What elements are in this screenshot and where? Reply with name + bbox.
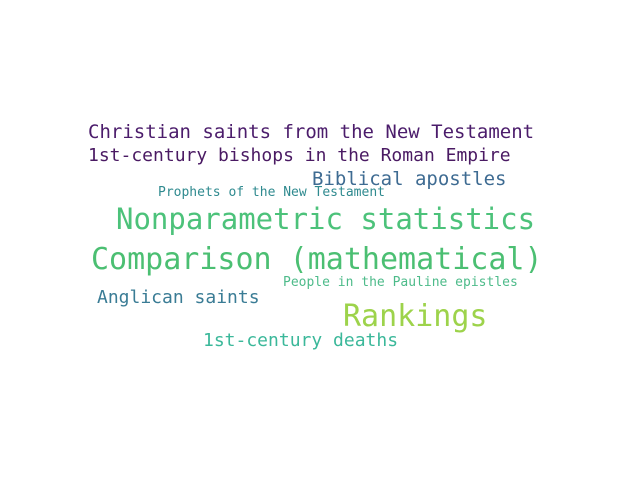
word-1st-century-bishops-roman-empire: 1st-century bishops in the Roman Empire — [88, 145, 511, 166]
word-people-pauline-epistles: People in the Pauline epistles — [283, 275, 518, 290]
word-christian-saints-new-testament: Christian saints from the New Testament — [88, 121, 535, 143]
word-nonparametric-statistics: Nonparametric statistics — [116, 202, 536, 236]
word-biblical-apostles: Biblical apostles — [312, 168, 507, 190]
word-1st-century-deaths: 1st-century deaths — [203, 330, 399, 351]
word-prophets-new-testament: Prophets of the New Testament — [158, 185, 385, 200]
word-rankings: Rankings — [343, 299, 488, 334]
word-anglican-saints: Anglican saints — [97, 287, 260, 308]
word-comparison-mathematical: Comparison (mathematical) — [91, 242, 543, 277]
